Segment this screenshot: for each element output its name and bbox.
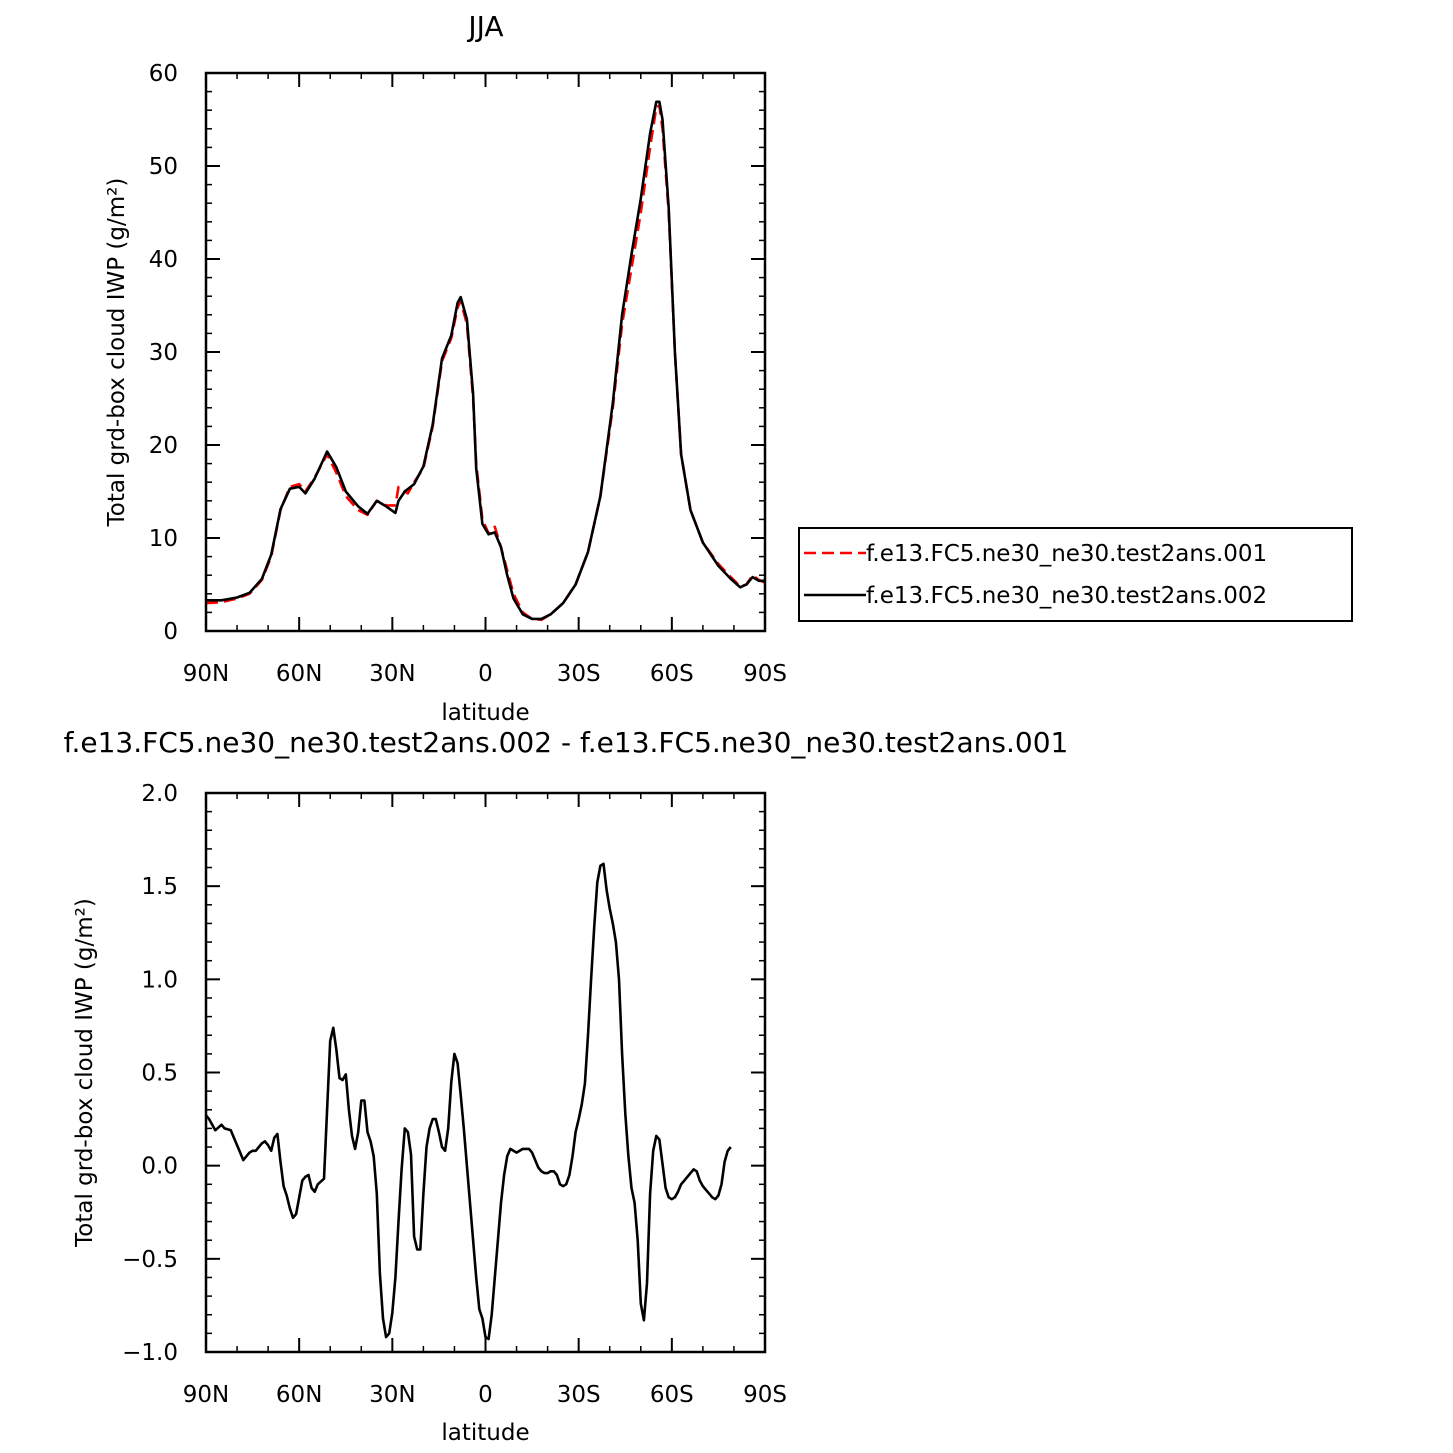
plot-frame [204, 791, 767, 1354]
y-tick-label: 0.5 [141, 1061, 178, 1087]
x-tick-label: 30S [557, 661, 601, 687]
legend-label-1: f.e13.FC5.ne30_ne30.test2ans.002 [866, 583, 1267, 609]
x-axis-title: latitude [441, 1420, 529, 1446]
x-tick-label: 90N [183, 661, 229, 687]
plot-title: JJA [466, 10, 503, 43]
y-tick-label: 60 [149, 61, 178, 87]
y-axis-title: Total grd-box cloud IWP (g/m²) [104, 178, 130, 528]
y-tick-label: 0 [163, 619, 178, 645]
x-axis-title: latitude [441, 700, 529, 726]
series-line-0 [205, 862, 732, 1341]
top-panel: JJA 90N 60N 30N 0 30S 60S 90S 0 10 20 30 40 50 60 latit… [104, 10, 1353, 726]
x-tick-label: 30N [369, 661, 415, 687]
legend: f.e13.FC5.ne30_ne30.test2ans.001 f.e13.FC… [798, 527, 1353, 622]
y-axis-title: Total grd-box cloud IWP (g/m²) [72, 898, 98, 1248]
bottom-panel: f.e13.FC5.ne30_ne30.test2ans.002 - f.e13… [64, 726, 1069, 1446]
x-tick-label: 90S [743, 661, 787, 687]
y-tick-label: 1.0 [141, 967, 178, 993]
y-tick-label: 40 [149, 247, 178, 273]
legend-box [798, 527, 1353, 622]
y-tick-label: 0.0 [141, 1154, 178, 1180]
x-tick-label: 0 [478, 1382, 493, 1408]
plot-title: f.e13.FC5.ne30_ne30.test2ans.002 - f.e13… [64, 726, 1069, 759]
y-tick-label: 50 [149, 154, 178, 180]
y-tick-label: −0.5 [122, 1247, 178, 1273]
plot-frame [204, 71, 767, 633]
series-line-1 [206, 100, 765, 621]
x-tick-label: 0 [478, 661, 493, 687]
x-tick-label: 90N [183, 1382, 229, 1408]
y-tick-label: 10 [149, 526, 178, 552]
y-tick-label: 1.5 [141, 874, 178, 900]
y-tick-label: 2.0 [141, 781, 178, 807]
x-tick-label: 60S [650, 661, 694, 687]
y-tick-label: 20 [149, 433, 178, 459]
legend-label-0: f.e13.FC5.ne30_ne30.test2ans.001 [866, 541, 1267, 567]
series-line-0 [205, 104, 766, 622]
y-tick-label: 30 [149, 340, 178, 366]
x-tick-label: 30N [369, 1382, 415, 1408]
y-tick-label: −1.0 [122, 1340, 178, 1366]
x-tick-label: 30S [557, 1382, 601, 1408]
x-tick-label: 60S [650, 1382, 694, 1408]
x-tick-label: 90S [743, 1382, 787, 1408]
x-tick-label: 60N [276, 661, 322, 687]
x-tick-label: 60N [276, 1382, 322, 1408]
